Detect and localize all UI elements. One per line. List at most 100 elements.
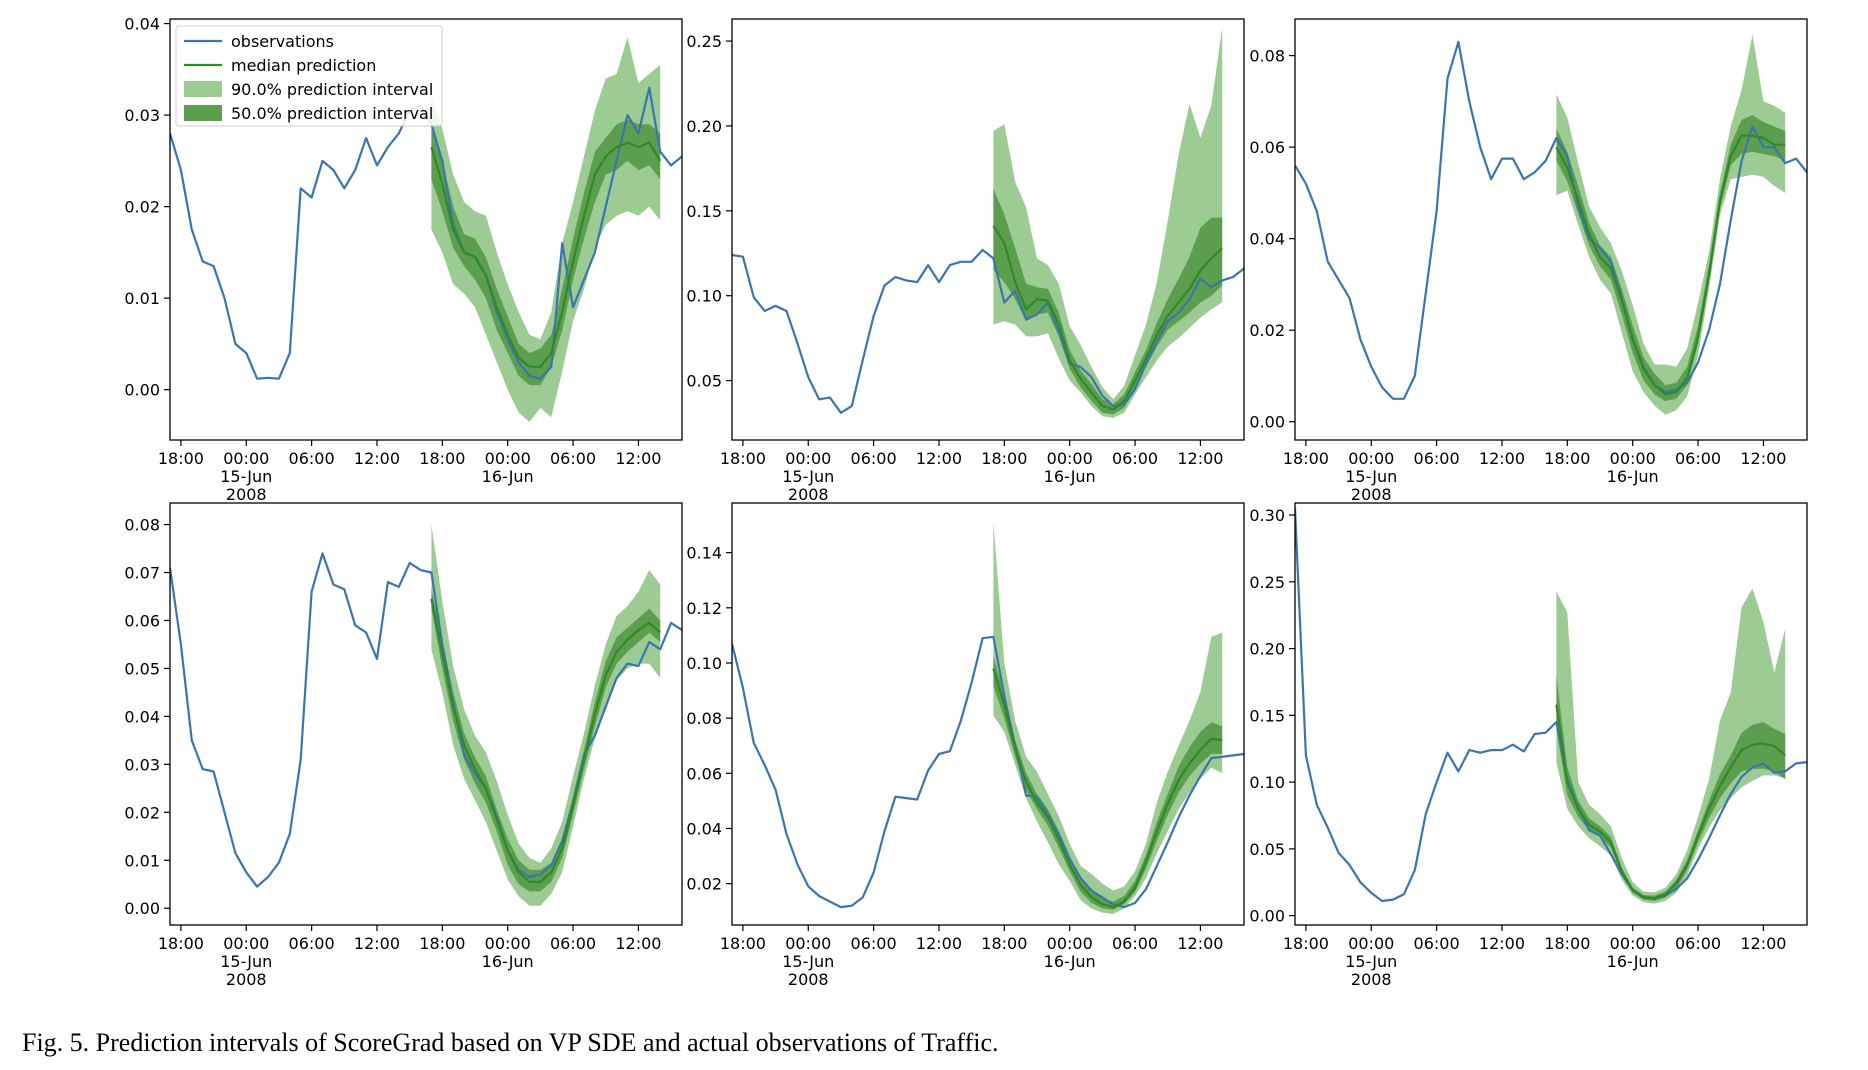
x-tick-label: 00:00	[1610, 934, 1656, 953]
x-tick-label: 00:00	[785, 934, 831, 953]
x-tick-label: 06:00	[1112, 449, 1158, 468]
x-tick-label: 00:00	[485, 934, 531, 953]
y-tick-label: 0.25	[1249, 573, 1285, 592]
median-line	[1555, 134, 1786, 396]
x-tick-label: 12:00	[1177, 449, 1223, 468]
legend-label: 50.0% prediction interval	[231, 104, 433, 123]
interval-90-band	[431, 524, 661, 906]
median-line	[992, 668, 1223, 909]
y-tick-label: 0.03	[124, 106, 160, 125]
x-tick-label: 16-Jun	[1044, 467, 1096, 486]
x-tick-label: 2008	[1351, 485, 1392, 504]
x-tick-label: 00:00	[1047, 449, 1093, 468]
y-tick-label: 0.01	[124, 851, 160, 870]
x-tick-label: 00:00	[1610, 449, 1656, 468]
x-tick-label: 12:00	[1177, 934, 1223, 953]
x-tick-label: 18:00	[981, 934, 1027, 953]
x-tick-label: 18:00	[158, 934, 204, 953]
x-tick-label: 15-Jun	[220, 952, 272, 971]
x-tick-label: 18:00	[158, 449, 204, 468]
x-tick-label: 12:00	[615, 449, 661, 468]
x-tick-label: 16-Jun	[482, 952, 534, 971]
axes-frame	[169, 502, 683, 926]
x-tick-label: 12:00	[1740, 449, 1786, 468]
legend-label: median prediction	[231, 56, 376, 75]
x-tick-label: 06:00	[1675, 449, 1721, 468]
x-tick-label: 15-Jun	[1345, 952, 1397, 971]
x-tick-label: 06:00	[1414, 934, 1460, 953]
axes-frame	[1294, 502, 1808, 926]
x-tick-label: 18:00	[720, 449, 766, 468]
interval-50-band	[1556, 675, 1786, 901]
x-tick-label: 00:00	[223, 934, 269, 953]
axes-frame	[1294, 18, 1808, 441]
plot-area	[170, 524, 682, 906]
interval-90-band	[993, 522, 1223, 914]
y-tick-label: 0.00	[124, 381, 160, 400]
plot-area	[732, 27, 1244, 418]
x-tick-label: 12:00	[354, 934, 400, 953]
axes-frame	[731, 502, 1245, 926]
legend-swatch-patch	[184, 105, 222, 121]
y-tick-label: 0.04	[124, 707, 160, 726]
axes-frame	[169, 18, 683, 441]
x-tick-label: 06:00	[289, 449, 335, 468]
y-tick-label: 0.14	[686, 544, 722, 563]
x-tick-label: 06:00	[550, 449, 596, 468]
x-tick-label: 2008	[226, 485, 267, 504]
interval-50-band	[993, 188, 1223, 415]
interval-90-band	[993, 27, 1223, 418]
interval-90-band	[1556, 35, 1786, 415]
y-tick-label: 0.00	[1249, 413, 1285, 432]
observations-line	[1295, 40, 1807, 400]
plot-area	[1295, 35, 1807, 415]
y-tick-label: 0.20	[1249, 640, 1285, 659]
y-tick-label: 0.10	[686, 654, 722, 673]
y-tick-label: 0.06	[686, 764, 722, 783]
y-tick-label: 0.25	[686, 32, 722, 51]
interval-50-band	[431, 589, 661, 892]
y-tick-label: 0.00	[1249, 907, 1285, 926]
x-tick-label: 15-Jun	[220, 467, 272, 486]
x-tick-label: 12:00	[1740, 934, 1786, 953]
y-tick-label: 0.06	[1249, 138, 1285, 157]
x-tick-label: 18:00	[720, 934, 766, 953]
median-line	[430, 598, 661, 883]
x-tick-label: 16-Jun	[1607, 952, 1659, 971]
x-tick-label: 16-Jun	[482, 467, 534, 486]
x-tick-label: 00:00	[1348, 449, 1394, 468]
y-tick-label: 0.30	[1249, 506, 1285, 525]
x-tick-label: 15-Jun	[1345, 467, 1397, 486]
x-tick-label: 15-Jun	[782, 952, 834, 971]
x-tick-label: 2008	[788, 485, 829, 504]
y-tick-label: 0.02	[124, 803, 160, 822]
x-tick-label: 15-Jun	[782, 467, 834, 486]
x-tick-label: 06:00	[851, 449, 897, 468]
median-line	[430, 141, 662, 368]
x-tick-label: 12:00	[354, 449, 400, 468]
y-tick-label: 0.01	[124, 289, 160, 308]
median-line	[992, 225, 1223, 411]
chart-panel-4: 0.00 0.01 0.02 0.03 0.04 0.05 0.06 0.07 0.08 18:0…	[124, 502, 683, 989]
legend: observations median prediction 90.0% predi…	[175, 25, 443, 127]
y-tick-label: 0.04	[686, 819, 722, 838]
y-tick-label: 0.20	[686, 117, 722, 136]
x-tick-label: 06:00	[550, 934, 596, 953]
x-tick-label: 2008	[1351, 970, 1392, 989]
x-tick-label: 12:00	[1479, 449, 1525, 468]
y-tick-label: 0.05	[124, 659, 160, 678]
y-tick-label: 0.06	[124, 611, 160, 630]
legend-box	[175, 25, 443, 127]
x-tick-label: 12:00	[916, 449, 962, 468]
y-tick-label: 0.10	[1249, 773, 1285, 792]
y-tick-label: 0.02	[124, 198, 160, 217]
x-tick-label: 00:00	[485, 449, 531, 468]
median-line	[1555, 704, 1786, 900]
y-tick-label: 0.00	[124, 899, 160, 918]
y-tick-label: 0.08	[686, 709, 722, 728]
